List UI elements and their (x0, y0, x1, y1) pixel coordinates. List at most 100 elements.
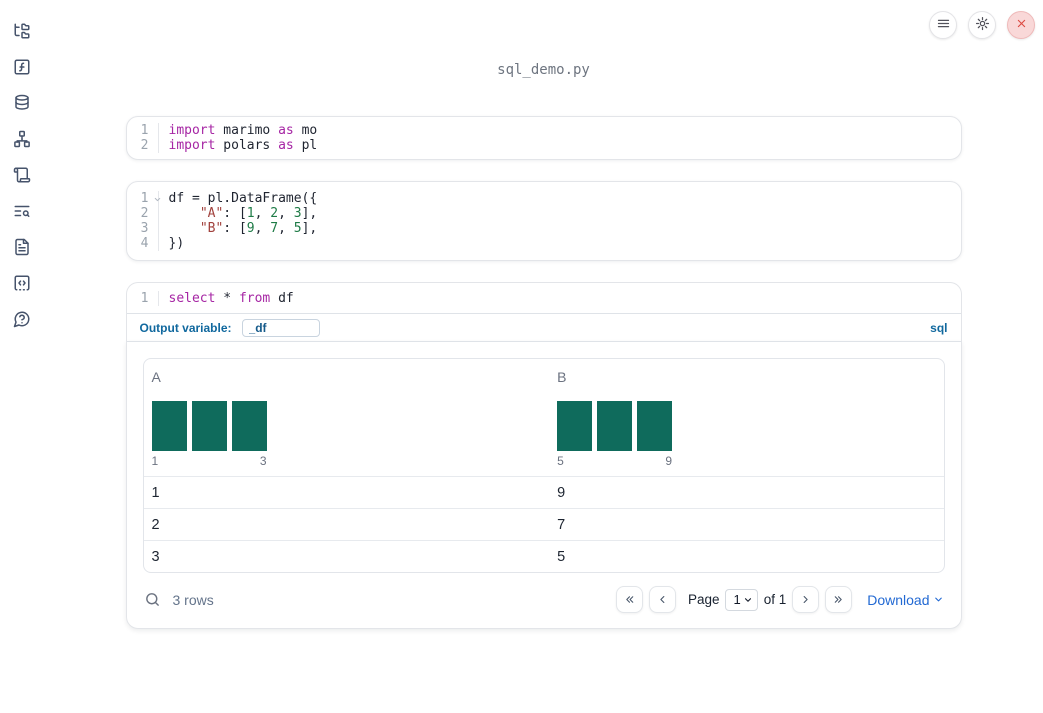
previous-page-button[interactable] (648, 586, 676, 613)
code-line: 3 "B": [9, 7, 5], (127, 221, 961, 236)
chevron-down-icon (933, 594, 944, 605)
axis-max: 9 (665, 454, 673, 468)
code-line: 4}) (127, 236, 961, 251)
code-text: "A": [1, 2, 3], (199, 206, 318, 221)
hamburger-icon (936, 16, 951, 34)
gear-icon (975, 16, 990, 34)
table-cell: 2 (151, 516, 160, 533)
pagination: Page 1 of 1 Download (615, 586, 944, 613)
database-icon (13, 94, 31, 117)
histogram-bar (557, 401, 593, 451)
code-text: }) (168, 236, 185, 251)
download-label: Download (867, 591, 930, 608)
page-select-value: 1 (733, 592, 741, 607)
sidebar-item-help[interactable] (10, 309, 34, 333)
sidebar-item-file-explorer[interactable] (10, 21, 34, 45)
line-number: 1 (127, 123, 159, 138)
code-square-icon (13, 274, 31, 297)
code-line: 2 import polars as pl (127, 138, 961, 153)
sidebar-item-variables[interactable] (10, 57, 34, 81)
row-count: 3 rows (172, 591, 214, 608)
code-cell-dataframe[interactable]: 1 df = pl.DataFrame({2 "A": [1, 2, 3], 3 "… (125, 181, 962, 261)
code-line: 1 select * from df (127, 291, 961, 306)
output-variable-input[interactable] (241, 318, 320, 337)
close-icon (1014, 16, 1029, 34)
table-cell: 9 (557, 484, 566, 501)
last-page-button[interactable] (825, 586, 853, 613)
list-search-icon (13, 202, 31, 225)
sidebar-item-snippets[interactable] (10, 273, 34, 297)
sidebar-item-documentation[interactable] (10, 237, 34, 261)
table-cell: 5 (557, 548, 566, 565)
sidebar-item-data-sources[interactable] (10, 93, 34, 117)
histogram-bar (191, 401, 227, 451)
code-text: df = pl.DataFrame({ (168, 191, 318, 206)
next-page-button[interactable] (792, 586, 820, 613)
download-button[interactable]: Download (867, 592, 943, 608)
help-bubble-icon (13, 310, 31, 333)
code-text: "B": [9, 7, 5], (199, 221, 318, 236)
line-number: 1 (127, 291, 159, 306)
histogram-bar (231, 401, 267, 451)
sidebar-item-logs[interactable] (10, 201, 34, 225)
page-label: Page (687, 592, 720, 607)
first-page-button[interactable] (615, 586, 643, 613)
search-icon[interactable] (144, 591, 162, 609)
scroll-icon (13, 166, 31, 189)
file-text-icon (13, 238, 31, 261)
code-line: 1 df = pl.DataFrame({ (127, 191, 961, 206)
axis-max: 3 (259, 454, 267, 468)
line-number: 1 (127, 191, 159, 206)
page-select[interactable]: 1 (725, 588, 758, 611)
line-number: 4 (127, 236, 159, 251)
code-text: select * from df (168, 291, 294, 306)
function-square-icon (13, 58, 31, 81)
code-line: 1 import marimo as mo (127, 123, 961, 138)
code-editor[interactable]: 1 import marimo as mo 2 import polars as pl (127, 123, 961, 153)
column-name: B (557, 369, 567, 385)
axis-min: 5 (557, 454, 564, 468)
code-cell-imports[interactable]: 1 import marimo as mo 2 import polars as pl (125, 116, 962, 160)
chevron-down-icon (743, 595, 753, 605)
code-editor[interactable]: 1 df = pl.DataFrame({2 "A": [1, 2, 3], 3 "… (127, 191, 961, 251)
file-tree-icon (13, 22, 31, 45)
shutdown-button[interactable] (1007, 11, 1035, 39)
column-name: A (151, 369, 161, 385)
cell-list: 1 import marimo as mo 2 import polars as pl… (125, 116, 962, 629)
sidebar-item-outline[interactable] (10, 165, 34, 189)
histogram-bar (597, 401, 633, 451)
notebook-main: sql_demo.py 1 import marimo as mo 2 import … (44, 0, 1043, 629)
code-text: import marimo as mo (168, 123, 318, 138)
line-number: 3 (127, 221, 159, 236)
language-badge: sql (930, 320, 948, 335)
histogram-bar (151, 401, 187, 451)
sidebar-item-dependency-graph[interactable] (10, 129, 34, 153)
notebook-menu-button[interactable] (929, 11, 957, 39)
table-footer: 3 rows Page 1 of 1 (143, 573, 945, 614)
table-cell: 1 (151, 484, 160, 501)
code-line: 2 "A": [1, 2, 3], (127, 206, 961, 221)
line-number: 2 (127, 138, 159, 153)
fold-chevron-icon[interactable] (153, 195, 162, 204)
notebook-actions (929, 11, 1035, 39)
page-of-label: of 1 (763, 592, 787, 607)
table-cell: 3 (151, 548, 160, 565)
code-editor[interactable]: 1 select * from df (127, 283, 961, 313)
settings-button[interactable] (968, 11, 996, 39)
axis-min: 1 (151, 454, 159, 468)
sql-cell[interactable]: 1 select * from df Output variable: sql (125, 282, 962, 341)
code-text: import polars as pl (168, 138, 318, 153)
